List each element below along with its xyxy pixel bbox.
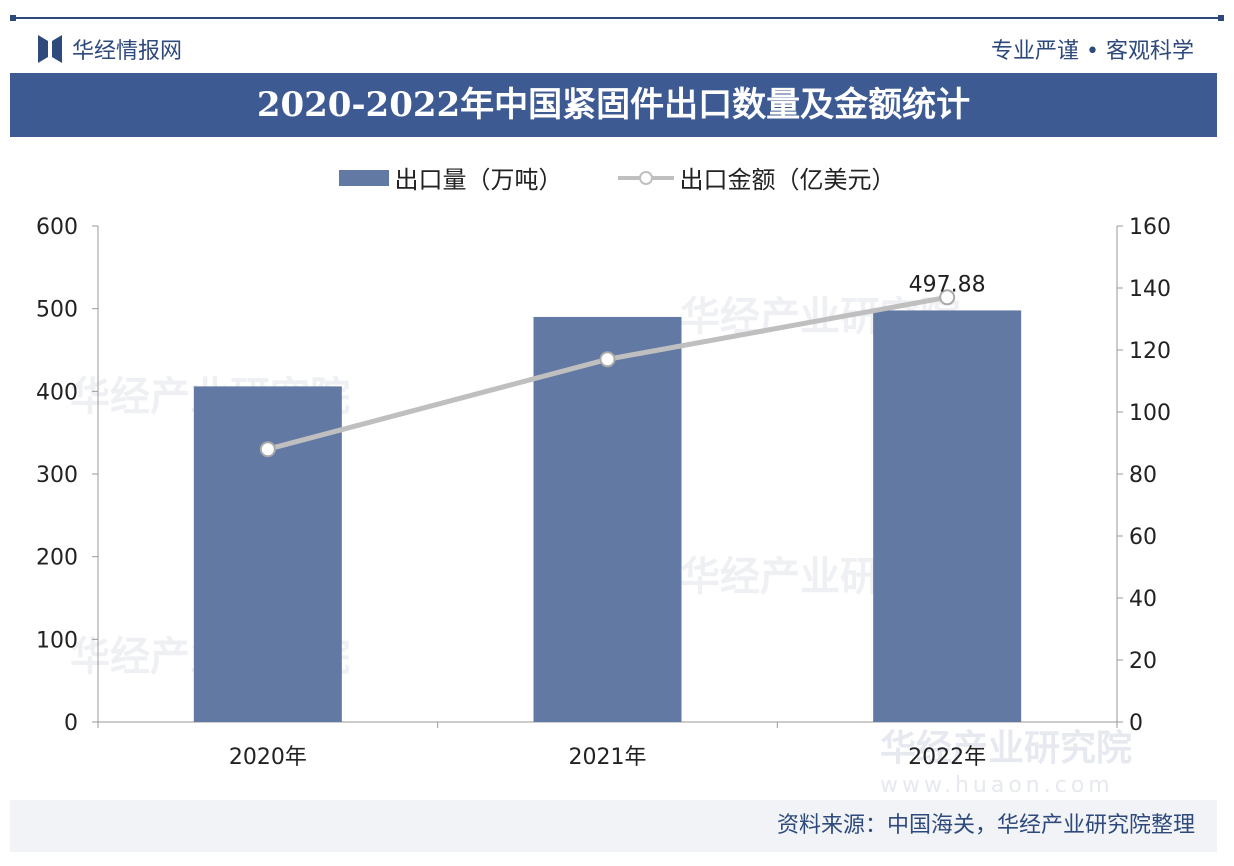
bar-2 <box>873 310 1022 722</box>
left-tick-label: 600 <box>36 215 78 240</box>
brand: 华经情报网 <box>38 33 182 65</box>
source-note: 资料来源：中国海关，华经产业研究院整理 <box>776 813 1195 838</box>
watermark-url: www.huaon.com <box>880 773 1114 798</box>
left-tick-label: 0 <box>64 711 78 736</box>
legend: 出口量（万吨） 出口金额（亿美元） <box>0 160 1234 195</box>
left-tick-label: 500 <box>36 298 78 323</box>
brand-name: 华经情报网 <box>72 39 183 64</box>
chart-title: 2020-2022年中国紧固件出口数量及金额统计 <box>10 73 1217 137</box>
left-tick-label: 100 <box>36 628 78 653</box>
data-label: 497.88 <box>909 272 986 297</box>
left-tick-label: 300 <box>36 463 78 488</box>
line-point-1 <box>599 351 616 368</box>
right-tick-label: 80 <box>1129 463 1157 488</box>
slogan: 专业严谨 • 客观科学 <box>991 39 1194 64</box>
right-tick-label: 60 <box>1129 525 1157 550</box>
legend-item-line: 出口金额（亿美元） <box>617 160 896 195</box>
legend-item-bar: 出口量（万吨） <box>338 160 563 195</box>
line-swatch-icon <box>617 170 674 185</box>
left-tick-label: 200 <box>36 546 78 571</box>
left-tick-label: 400 <box>36 380 78 405</box>
bar-swatch-icon <box>338 169 389 186</box>
right-tick-label: 40 <box>1129 587 1157 612</box>
logo-icon <box>38 35 62 63</box>
line-point-0 <box>259 441 276 458</box>
bar-1 <box>533 316 682 722</box>
x-tick-label: 2021年 <box>569 745 647 770</box>
right-tick-label: 20 <box>1129 649 1157 674</box>
right-tick-label: 140 <box>1129 277 1171 302</box>
x-tick-label: 2020年 <box>229 745 307 770</box>
top-rule <box>10 15 1224 21</box>
right-tick-label: 160 <box>1129 215 1171 240</box>
right-tick-label: 100 <box>1129 401 1171 426</box>
line-point-2 <box>939 289 956 306</box>
footer: 资料来源：中国海关，华经产业研究院整理 <box>10 800 1217 852</box>
right-tick-label: 120 <box>1129 339 1171 364</box>
watermark-text: 华经产业研究院 <box>880 728 1132 769</box>
x-tick-label: 2022年 <box>908 745 986 770</box>
right-tick-label: 0 <box>1129 711 1143 736</box>
